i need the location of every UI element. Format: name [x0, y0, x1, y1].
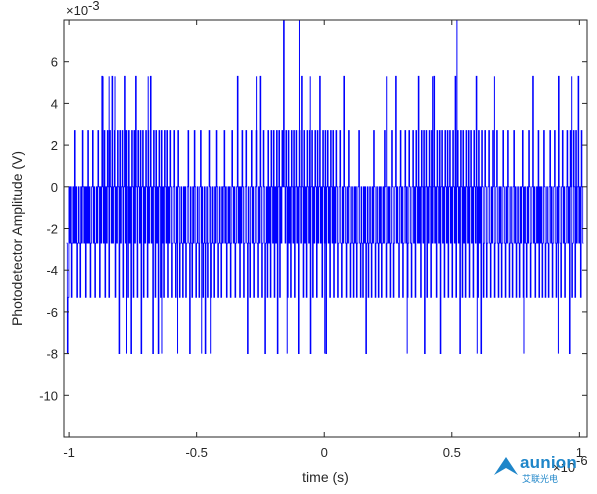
x-tick-label-0: -1	[63, 445, 75, 460]
tick-layer: -1 -0.5 0 0.5 1 -10 -8 -6 -4 -2 0 2 4 6	[39, 20, 587, 460]
y-tick-label-4: -2	[46, 222, 58, 237]
y-tick-label-5: 0	[51, 180, 58, 195]
watermark: aunion 艾联光电	[492, 452, 592, 486]
x-multiplier-label: ×10	[553, 460, 575, 475]
y-tick-label-6: 2	[51, 138, 58, 153]
x-tick-label-4: 1	[576, 445, 583, 460]
y-tick-label-0: -10	[39, 388, 58, 403]
watermark-brand: aunion	[520, 453, 577, 472]
y-tick-label-1: -8	[46, 347, 58, 362]
x-tick-label-2: 0	[321, 445, 328, 460]
aunion-logo-icon	[494, 457, 518, 475]
y-multiplier-exponent: -3	[88, 0, 100, 13]
series-layer	[66, 19, 584, 354]
y-tick-label-8: 6	[51, 55, 58, 70]
series-line	[66, 19, 584, 354]
watermark-subtitle: 艾联光电	[522, 475, 559, 485]
x-tick-label-3: 0.5	[443, 445, 461, 460]
x-multiplier-exponent: -6	[576, 453, 588, 468]
y-tick-label-7: 4	[51, 96, 58, 111]
y-tick-label-2: -6	[46, 305, 58, 320]
y-axis-label: Photodetector Amplitude (V)	[9, 151, 25, 326]
y-multiplier-label: ×10	[66, 3, 88, 18]
y-tick-label-3: -4	[46, 263, 58, 278]
x-tick-label-1: -0.5	[185, 445, 207, 460]
x-axis-label: time (s)	[302, 469, 349, 485]
